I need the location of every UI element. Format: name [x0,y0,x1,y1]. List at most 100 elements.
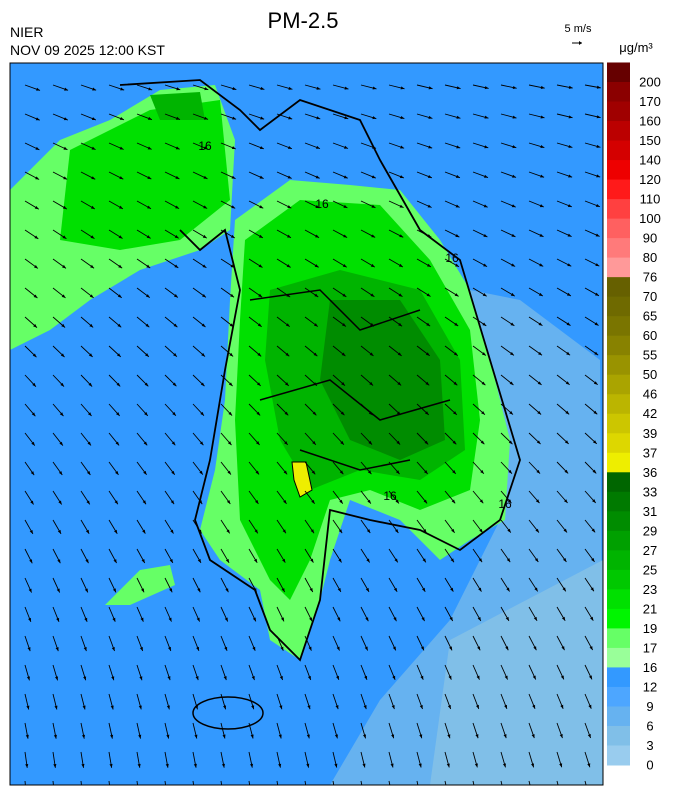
wind-arrow-head [253,588,257,593]
wind-arrow-head [139,646,143,651]
wind-arrow-head [282,529,286,534]
wind-arrow [108,780,110,785]
wind-arrow-head [176,116,181,120]
wind-arrow-head [313,352,318,357]
wind-arrow-head [252,617,256,622]
wind-arrow-head [282,558,286,563]
wind-arrow-head [56,588,60,593]
wind-arrow-head [174,235,179,239]
wind-arrow-head [229,352,234,357]
wind-arrow-head [112,588,116,593]
wind-arrow-head [483,263,488,267]
wind-arrow-head [53,734,57,739]
wind-arrow-head [222,734,226,739]
wind-arrow-head [31,412,36,417]
wind-arrow-head [362,763,366,768]
wind-scale-label: 5 m/s [565,23,592,35]
wind-arrow-head [510,292,515,297]
wind-arrow-head [343,234,348,238]
wind-arrow-head [396,440,401,445]
legend-swatch [607,530,630,551]
wind-arrow-head [596,115,601,119]
wind-arrow-head [314,264,319,268]
wind-arrow-head [287,234,291,238]
wind-arrow-head [505,616,509,621]
hotspot [291,461,313,498]
wind-arrow-head [540,115,545,119]
wind-arrow-head [512,145,517,149]
coastline [119,79,521,662]
wind-arrow-head [590,587,594,592]
wind-arrow-head [147,205,152,209]
wind-arrow-head [592,469,597,474]
wind-arrow [444,780,447,785]
wind-arrow-head [285,352,290,357]
wind-arrow-head [343,204,348,208]
legend-swatch [607,374,630,395]
wind-arrow-head [284,441,288,445]
legend-swatch [607,667,630,688]
legend-swatch [607,745,630,766]
wind-arrow-head [450,587,454,592]
wind-arrow-head [338,558,342,563]
wind-arrow-head [394,558,398,563]
wind-arrow-head [55,676,59,681]
wind-arrow-head [398,322,403,327]
wind-arrow-head [113,559,117,564]
wind-arrow-head [484,174,489,178]
wind-arrow-head [138,705,142,710]
wind-arrow-head [172,382,177,387]
wind-arrow-head [399,175,404,179]
title: PM-2.5 [268,8,339,33]
wind-arrow-head [288,116,293,120]
wind-arrow-head [92,87,97,91]
wind-arrow-head [428,145,433,149]
wind-arrow-head [229,323,234,327]
wind-arrow-head [587,733,591,738]
wind-arrow-head [58,500,62,505]
wind-arrow-head [120,87,125,91]
wind-arrow-head [477,646,481,651]
wind-arrow-head [315,145,320,149]
wind-arrow-head [539,204,544,208]
wind-arrow-head [147,176,152,180]
wind-arrow-head [115,470,119,475]
wind-arrow-head [84,588,88,593]
legend-label: 160 [639,114,661,129]
legend-swatch [607,101,630,122]
wind-arrow-head [531,763,535,768]
wind-arrow-head [32,353,37,358]
wind-arrow-head [230,234,235,239]
wind-arrow-head [25,763,29,768]
wind-arrow [416,780,419,785]
wind-arrow-head [137,763,141,768]
wind-arrow-head [35,176,40,180]
wind-arrow-head [562,558,567,562]
wind-arrow-head [145,323,150,328]
wind-arrow-head [340,411,345,416]
wind-arrow-head [175,146,180,150]
wind-arrow-head [509,381,514,386]
wind-arrow-head [60,382,65,387]
wind-arrow-head [512,174,517,178]
wind-arrow-head [591,557,595,562]
wind-arrow-head [90,264,95,269]
wind-arrow-head [511,263,516,267]
wind-arrow-head [400,145,405,149]
wind-arrow-head [591,528,596,533]
legend-swatch [607,62,630,83]
legend-swatch [607,199,630,220]
wind-arrow-head [91,146,96,150]
wind-arrow-head [204,87,209,91]
wind-arrow-head [25,734,29,739]
wind-arrow-head [451,528,455,533]
legend-label: 70 [643,289,657,304]
wind-arrow-head [174,264,179,268]
wind-arrow-head [57,559,61,564]
wind-arrow-head [61,323,66,328]
wind-arrow-head [54,705,58,710]
wind-arrow-head [199,441,204,446]
wind-arrow-head [138,734,142,739]
legend-swatch [607,296,630,317]
